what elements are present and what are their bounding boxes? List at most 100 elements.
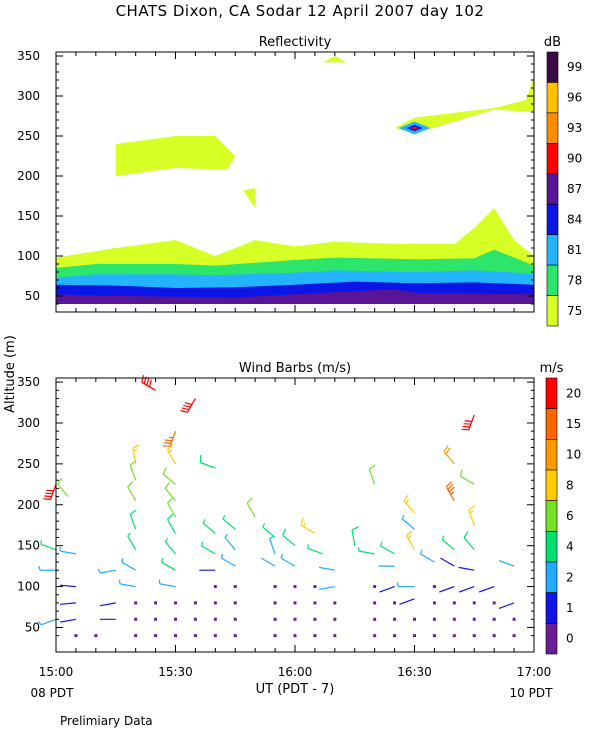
wind-barb [461,414,475,431]
wind-barb-half-feather [469,510,474,514]
wind-barb [127,532,137,551]
colorbar-swatch [545,408,558,440]
wind-barb-staff [119,583,136,588]
wind-barb [351,526,359,546]
wind-barb [439,586,455,593]
wind-barb-calm [154,601,158,605]
wind-barb-feather [57,477,63,485]
wind-barb [358,546,375,555]
wind-barb-calm [432,585,436,589]
colorbar-swatch [545,592,558,624]
wind-barb [318,586,335,590]
wind-barb-calm [193,617,197,621]
wind-barb-feather [406,530,413,537]
wind-barb-calm [193,634,197,638]
wind-barb-half-feather [401,515,405,520]
wind-barb-feather [468,505,476,511]
wind-barb-feather [199,455,202,463]
colorbar-label: 10 [566,448,581,462]
panel-title: Wind Barbs (m/s) [239,361,351,376]
wind-barb-calm [273,585,277,589]
reflectivity-patch-0 [115,136,236,176]
wind-barb [161,558,176,571]
wind-barb-half-feather [161,558,164,563]
colorbar-swatch [545,377,558,409]
wind-barb-half-feather [307,544,309,549]
wind-barb [220,554,236,567]
right-time-note: 10 PDT [510,686,554,700]
colorbar-swatch [546,264,559,296]
colorbar-swatch [546,203,559,235]
colorbar-label: 1 [566,601,574,615]
wind-barb-feather [461,428,469,431]
wind-barb [401,515,415,530]
colorbar-swatch [546,112,559,144]
wind-barb-feather [463,531,469,538]
wind-barb-feather [167,444,174,451]
wind-barb-feather [368,464,376,470]
wind-barb-calm [174,617,177,621]
wind-barb [443,445,455,465]
wind-barb-calm [472,601,476,605]
wind-barb-calm [273,617,277,621]
wind-barb [441,535,455,551]
wind-barb-calm [373,585,377,589]
wind-barb-feather [445,447,451,455]
wind-barb-staff [129,514,137,530]
wind-barb [59,546,77,555]
wind-barb-calm [413,634,416,638]
wind-barb [459,469,475,485]
wind-barb-calm [134,634,138,638]
wind-barb [199,455,216,469]
wind-barb-staff [166,519,177,534]
wind-barb [458,586,475,593]
colorbar-label: 87 [567,182,582,196]
wind-barb-staff [246,502,256,518]
wind-barb-staff [127,486,137,501]
wind-barb-staff [224,537,236,551]
wind-barb [57,477,69,497]
wind-barb-calm [74,634,78,638]
wind-barb-calm [293,601,297,605]
wind-barb-staff [460,475,475,485]
colorbar-label: 81 [567,243,582,257]
wind-barb-half-feather [420,549,423,555]
wind-barb-half-feather [450,491,455,496]
wind-barb-calm [174,601,177,605]
wind-barb [498,560,515,567]
wind-barb-staff [368,469,376,485]
wind-barb-calm [393,617,397,621]
wind-barb-calm [154,634,158,638]
wind-barb-calm [452,634,456,638]
y-tick-label: 150 [17,539,40,553]
wind-barb-feather [45,492,53,495]
colorbar-label: 8 [566,478,574,492]
wind-barb-calm [174,634,177,638]
x-tick-label: 16:00 [278,665,313,679]
wind-barb-staff [129,464,137,481]
colorbar-label: 96 [567,91,582,105]
wind-barb [129,509,137,530]
plot-frame [55,377,535,653]
wind-barb [246,497,256,518]
wind-barb [97,568,116,574]
wind-barb-half-feather [396,582,400,587]
wind-barb [403,494,415,514]
wind-barb-half-feather [38,620,42,626]
wind-barb-staff [440,557,455,567]
wind-barb-staff [260,557,276,567]
wind-barb-feather [44,495,52,498]
wind-barbs-panel: Wind Barbs (m/s) 15:00 15:30 16:00 16:30 17:0… [17,361,581,679]
wind-barb [282,528,296,547]
colorbar-label: 75 [567,304,582,318]
wind-barb [498,602,515,609]
wind-barb-calm [213,634,217,638]
colorbar-unit: dB [544,35,561,50]
wind-barb [200,541,216,555]
wind-barb-half-feather [405,499,410,504]
wind-barb-calm [154,617,158,621]
y-tick-label: 250 [17,129,40,143]
wind-barb [368,464,376,485]
wind-barb-calm [393,601,397,605]
wind-barb-calm [213,601,217,605]
